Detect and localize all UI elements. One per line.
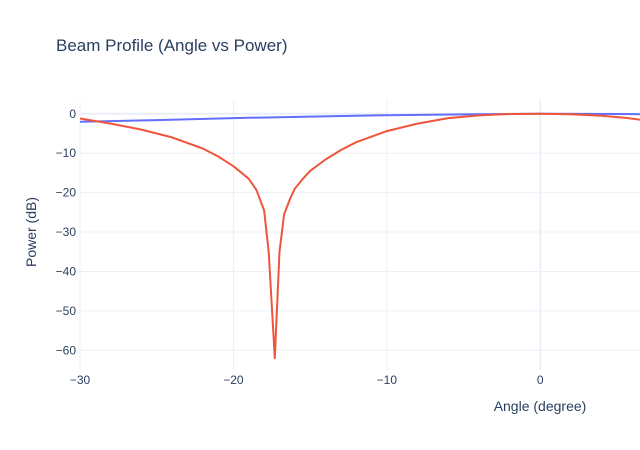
y-tick-label: −10: [56, 146, 77, 160]
y-tick-label: −20: [56, 186, 77, 200]
x-tick-label: −10: [377, 373, 398, 387]
x-tick-label: −30: [70, 373, 91, 387]
y-tick-label: −30: [56, 225, 77, 239]
series-line-1: [80, 112, 640, 123]
x-axis-title: Angle (degree): [494, 398, 587, 414]
series-line-2: [80, 112, 640, 360]
plot-area: [80, 112, 640, 360]
axis-ticks: 0 −10 −20 −30 −40 −50 −60 −30 −20 −10 0: [56, 107, 544, 387]
y-tick-label: −60: [56, 343, 77, 357]
x-tick-label: −20: [223, 373, 244, 387]
x-tick-label: 0: [537, 373, 544, 387]
chart-title: Beam Profile (Angle vs Power): [56, 36, 287, 55]
y-axis-title: Power (dB): [23, 197, 39, 267]
y-tick-label: −50: [56, 304, 77, 318]
y-tick-label: −40: [56, 264, 77, 278]
y-tick-label: 0: [69, 107, 76, 121]
